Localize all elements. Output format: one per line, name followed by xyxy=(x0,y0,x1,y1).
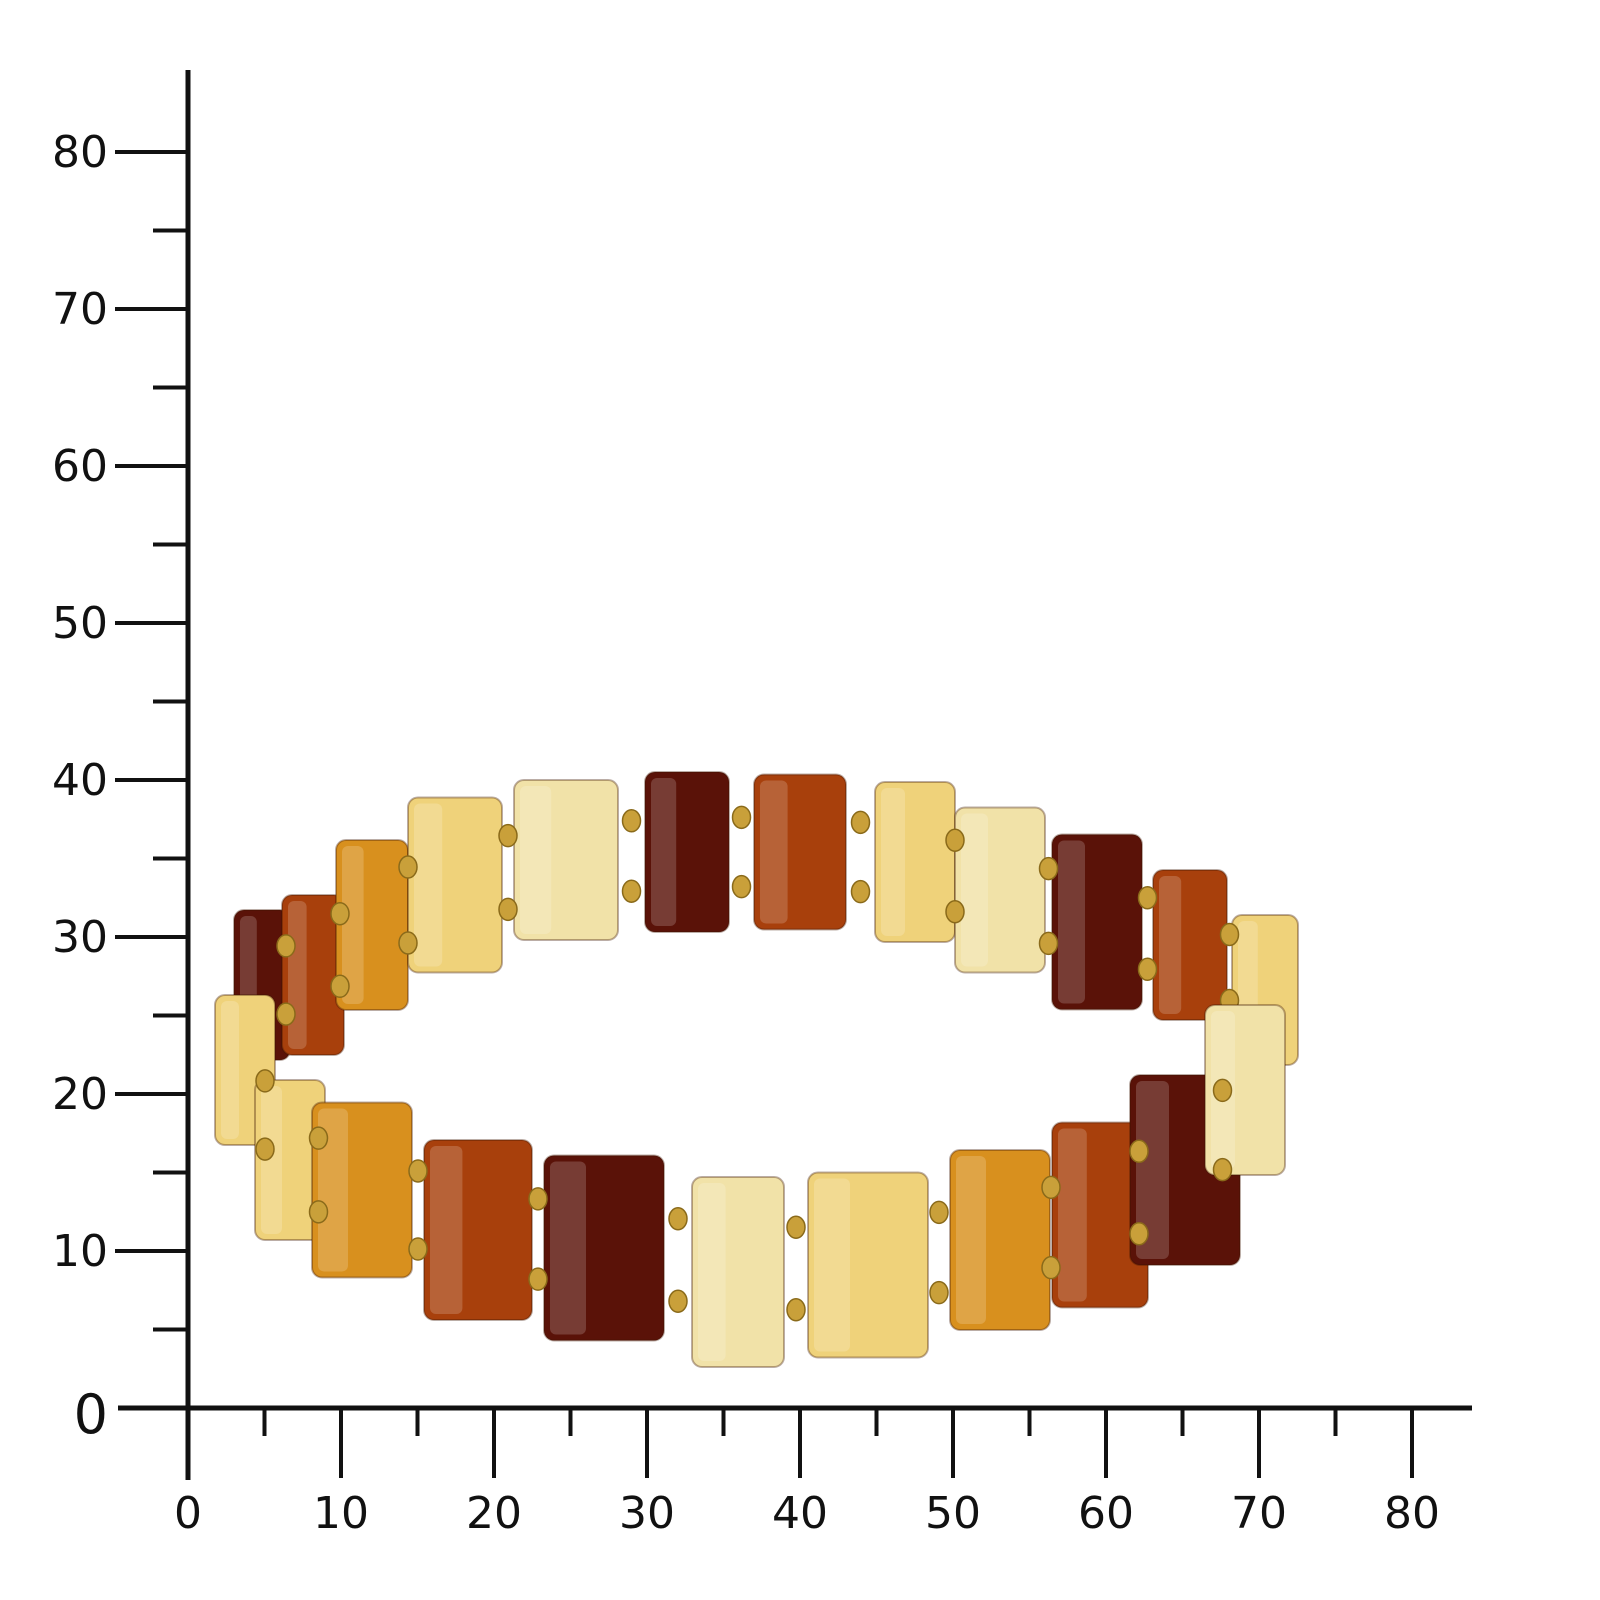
bead-highlight xyxy=(221,1001,239,1139)
spacer-bead xyxy=(498,823,518,848)
x-tick-label: 60 xyxy=(1078,1488,1134,1539)
bead-highlight xyxy=(651,778,677,926)
spacer-bead xyxy=(255,1137,275,1161)
bead-highlight xyxy=(1159,876,1182,1014)
bead-highlight xyxy=(288,901,307,1049)
spacer-bead xyxy=(276,1002,296,1026)
bead-highlight xyxy=(881,788,905,936)
bead-back-5 xyxy=(513,779,619,941)
spacer-bead xyxy=(1137,886,1158,910)
x-tick-label: 0 xyxy=(174,1488,202,1539)
spacer-bead xyxy=(1038,856,1059,881)
spacer-bead xyxy=(1219,922,1240,947)
spacer-bead xyxy=(731,805,752,830)
y-tick-label: 60 xyxy=(52,441,108,492)
spacer-bead xyxy=(255,1069,275,1093)
bead-highlight xyxy=(550,1161,586,1335)
y-tick-label: 20 xyxy=(52,1069,108,1120)
bead-back-7 xyxy=(753,773,847,931)
spacer-bead xyxy=(850,879,871,904)
bead-front-4 xyxy=(423,1139,533,1321)
x-tick-label: 40 xyxy=(772,1488,828,1539)
bead-back-4 xyxy=(407,796,503,974)
x-tick-label: 10 xyxy=(313,1488,369,1539)
spacer-bead xyxy=(308,1200,329,1224)
bead-highlight xyxy=(760,780,788,924)
y-tick-label: 10 xyxy=(52,1226,108,1277)
spacer-bead xyxy=(408,1237,428,1261)
y-tick-label: 80 xyxy=(52,127,108,178)
spacer-bead xyxy=(1129,1222,1149,1246)
spacer-bead xyxy=(786,1215,806,1239)
spacer-bead xyxy=(621,879,642,903)
bead-back-9 xyxy=(954,806,1046,974)
y-tick-label: 30 xyxy=(52,912,108,963)
bead-highlight xyxy=(520,786,552,934)
bead-back-6 xyxy=(644,771,730,933)
bead-highlight xyxy=(342,846,364,1004)
bead-front-5 xyxy=(543,1154,665,1342)
bead-highlight xyxy=(961,813,988,967)
spacer-bead xyxy=(528,1187,548,1211)
bead-highlight xyxy=(814,1178,850,1352)
bead-highlight xyxy=(318,1108,348,1272)
x-tick-label: 80 xyxy=(1384,1488,1440,1539)
spacer-bead xyxy=(276,934,296,958)
bead-highlight xyxy=(698,1183,726,1361)
spacer-bead xyxy=(945,828,965,852)
bead-highlight xyxy=(956,1156,986,1324)
bead-back-10 xyxy=(1051,833,1143,1011)
bead-highlight xyxy=(430,1146,463,1314)
spacer-bead xyxy=(1041,1175,1061,1200)
spacer-bead xyxy=(1137,957,1158,981)
bead-front-6 xyxy=(691,1176,785,1368)
spacer-bead xyxy=(731,874,752,899)
y-tick-label: 0 xyxy=(74,1383,108,1446)
y-tick-label: 40 xyxy=(52,755,108,806)
bead-front-3 xyxy=(311,1101,413,1279)
bead-front-7 xyxy=(807,1171,929,1359)
spacer-bead xyxy=(330,901,350,926)
spacer-bead xyxy=(498,897,518,922)
bead-highlight xyxy=(261,1086,282,1234)
spacer-bead xyxy=(398,855,418,879)
spacer-bead xyxy=(1041,1255,1061,1280)
spacer-bead xyxy=(945,900,965,924)
spacer-bead xyxy=(398,931,418,955)
spacer-bead xyxy=(1038,931,1059,956)
spacer-bead xyxy=(330,974,350,999)
y-tick-label: 50 xyxy=(52,598,108,649)
spacer-bead xyxy=(929,1200,949,1225)
spacer-bead xyxy=(1212,1078,1233,1103)
y-tick-label: 70 xyxy=(52,284,108,335)
spacer-bead xyxy=(850,810,871,835)
x-tick-label: 30 xyxy=(619,1488,675,1539)
spacer-bead xyxy=(668,1207,688,1231)
spacer-bead xyxy=(1129,1139,1149,1163)
x-tick-label: 70 xyxy=(1231,1488,1287,1539)
bead-highlight xyxy=(1058,1128,1087,1302)
spacer-bead xyxy=(308,1126,329,1150)
spacer-bead xyxy=(528,1267,548,1291)
spacer-bead xyxy=(621,809,642,833)
spacer-bead xyxy=(408,1159,428,1183)
amber-bracelet xyxy=(214,771,1299,1368)
bead-front-11 xyxy=(1204,1004,1286,1176)
spacer-bead xyxy=(786,1298,806,1322)
x-tick-label: 20 xyxy=(466,1488,522,1539)
bead-highlight xyxy=(1058,840,1085,1004)
bead-front-8 xyxy=(949,1149,1051,1331)
bead-highlight xyxy=(414,803,443,967)
spacer-bead xyxy=(668,1289,688,1313)
spacer-bead xyxy=(929,1280,949,1305)
x-tick-label: 50 xyxy=(925,1488,981,1539)
spacer-bead xyxy=(1212,1157,1233,1182)
bead-highlight xyxy=(1136,1081,1169,1259)
